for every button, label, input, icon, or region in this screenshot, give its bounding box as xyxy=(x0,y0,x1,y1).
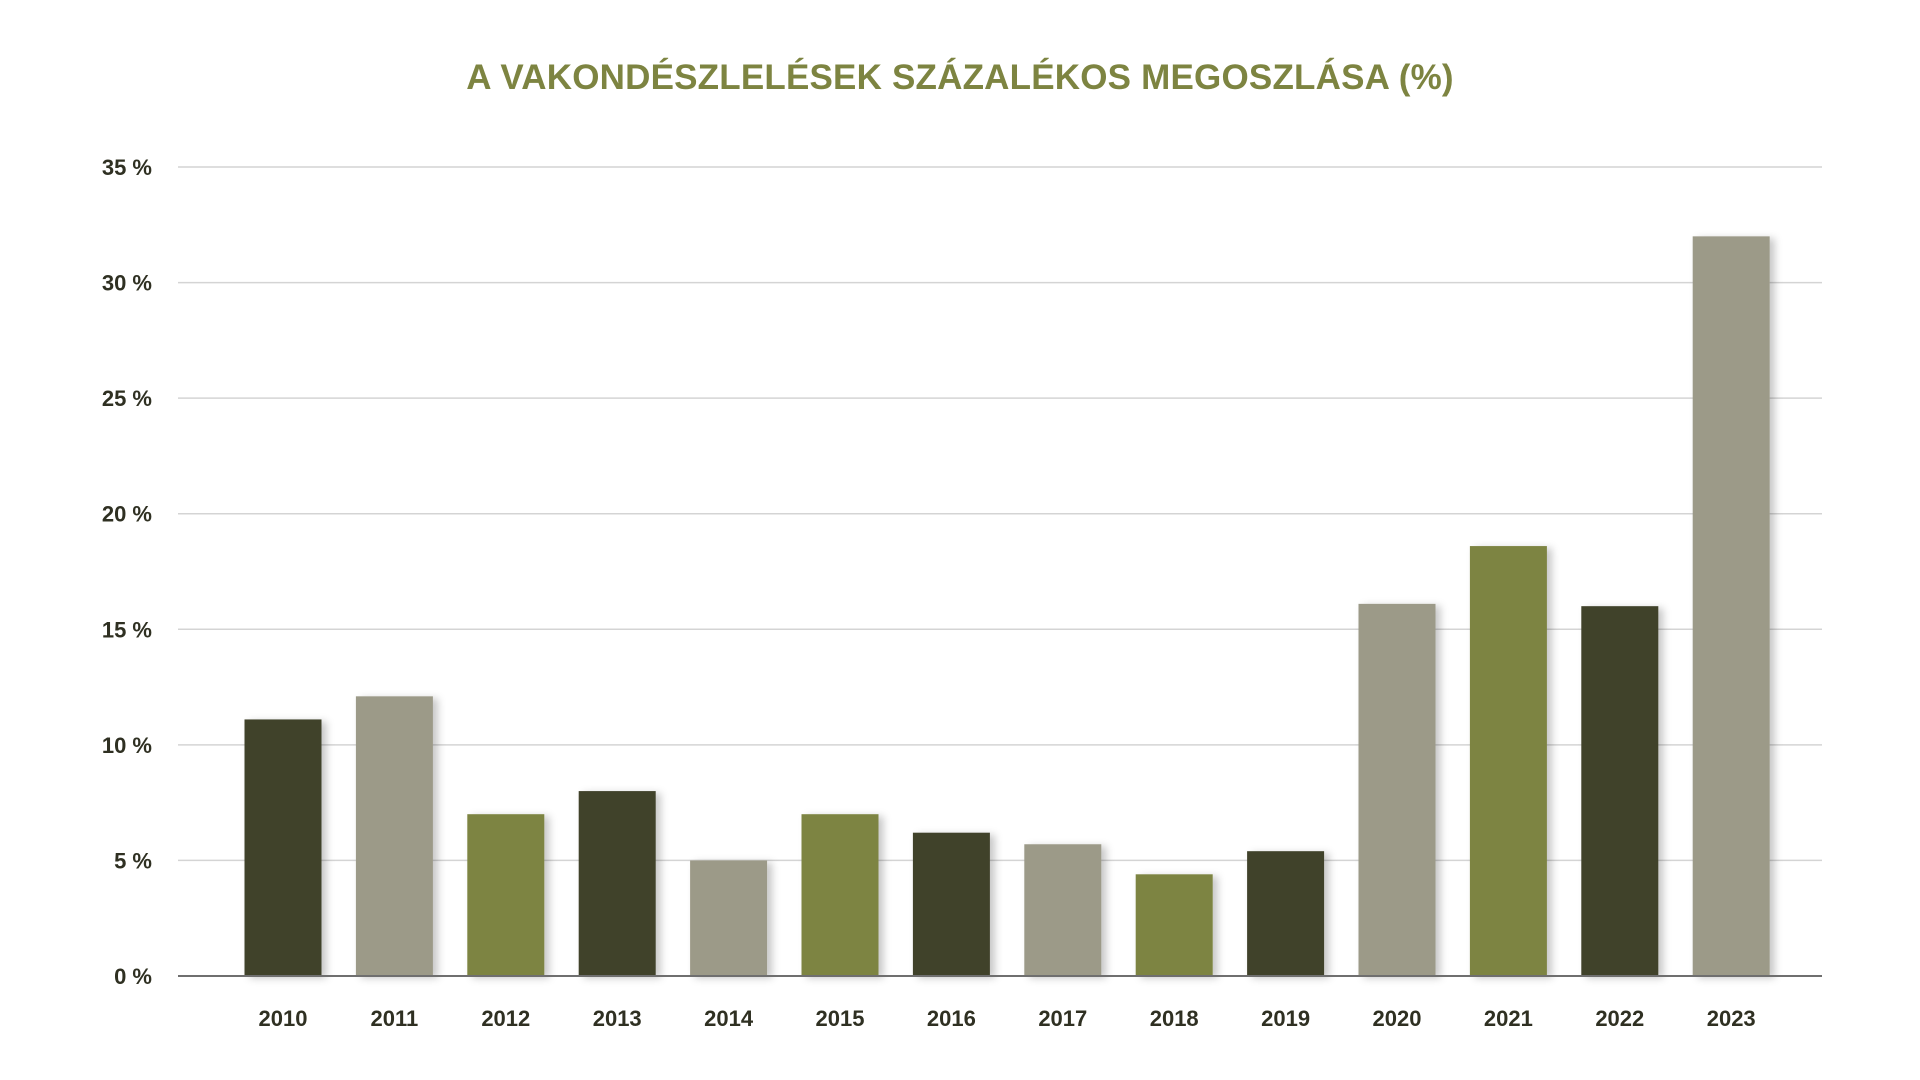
y-tick-label: 20 % xyxy=(102,502,152,527)
y-tick-label: 30 % xyxy=(102,271,152,296)
bar-2017 xyxy=(1024,844,1102,976)
bar-2014 xyxy=(690,860,768,976)
x-tick-label: 2022 xyxy=(1595,1006,1644,1031)
y-axis-ticks: 0 % 5 % 10 % 15 % 20 % 25 % 30 % 35 % xyxy=(102,155,152,989)
x-tick-label: 2014 xyxy=(704,1006,754,1031)
x-tick-label: 2017 xyxy=(1038,1006,1087,1031)
x-tick-label: 2013 xyxy=(593,1006,642,1031)
chart-title: A VAKONDÉSZLELÉSEK SZÁZALÉKOS MEGOSZLÁSA… xyxy=(466,58,1454,97)
bar-2012 xyxy=(467,814,545,976)
x-tick-label: 2019 xyxy=(1261,1006,1310,1031)
x-tick-label: 2018 xyxy=(1150,1006,1199,1031)
bar-2010 xyxy=(244,719,322,976)
bar-2023 xyxy=(1692,236,1770,977)
bar-2016 xyxy=(912,832,990,976)
y-tick-label: 10 % xyxy=(102,733,152,758)
bar-2019 xyxy=(1247,851,1325,976)
bar-2015 xyxy=(801,814,879,976)
bar-2022 xyxy=(1581,606,1659,976)
gridlines xyxy=(178,166,1822,862)
x-tick-label: 2010 xyxy=(259,1006,308,1031)
y-tick-label: 15 % xyxy=(102,617,152,642)
y-tick-label: 25 % xyxy=(102,386,152,411)
y-tick-label: 0 % xyxy=(114,964,152,989)
y-tick-label: 5 % xyxy=(114,848,152,873)
x-axis-ticks: 2010 2011 2012 2013 2014 2015 2016 2017 2018 2019… xyxy=(259,1006,1756,1031)
bar-2021 xyxy=(1469,546,1547,976)
x-tick-label: 2023 xyxy=(1707,1006,1756,1031)
bar-2018 xyxy=(1135,874,1213,976)
x-tick-label: 2015 xyxy=(816,1006,865,1031)
x-tick-label: 2011 xyxy=(371,1006,419,1031)
bar-2020 xyxy=(1358,603,1436,976)
bar-2011 xyxy=(355,696,433,976)
x-tick-label: 2016 xyxy=(927,1006,976,1031)
y-tick-label: 35 % xyxy=(102,155,152,180)
x-tick-label: 2020 xyxy=(1373,1006,1422,1031)
bar-2013 xyxy=(578,791,656,976)
bars xyxy=(244,236,1770,977)
x-tick-label: 2012 xyxy=(481,1006,530,1031)
x-tick-label: 2021 xyxy=(1484,1006,1533,1031)
